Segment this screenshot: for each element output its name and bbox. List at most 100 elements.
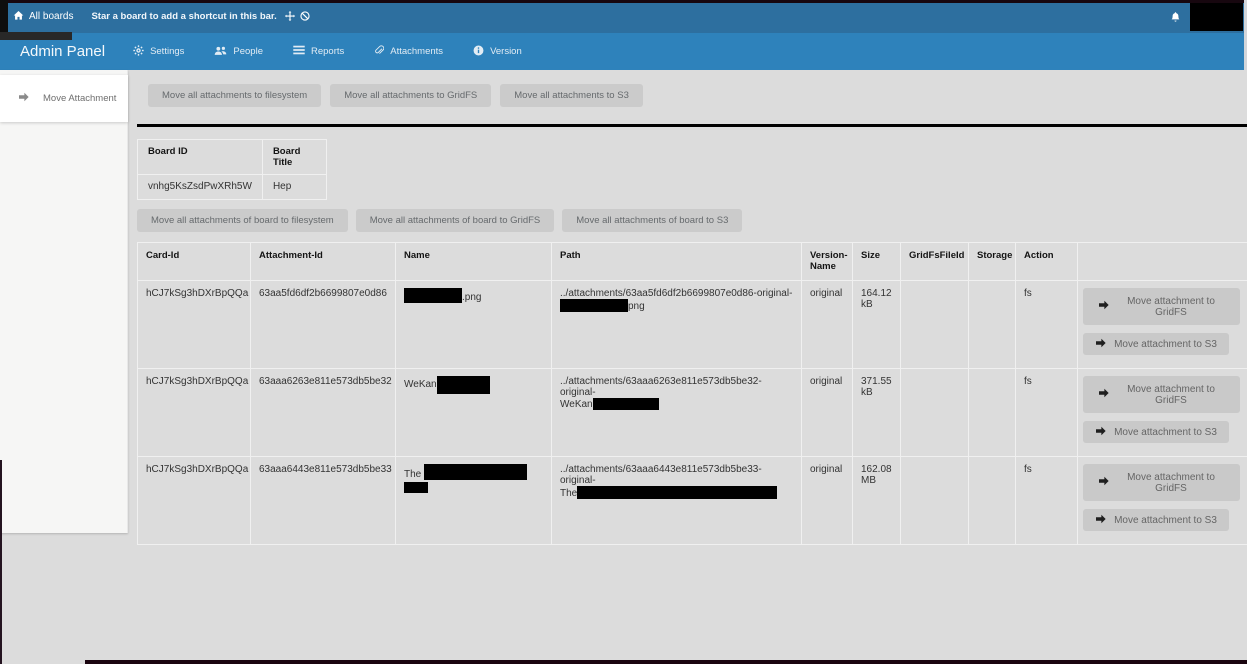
path-cell: ../attachments/63aa5fd6df2b6699807e0d86-… bbox=[551, 280, 802, 369]
nav-label: Reports bbox=[310, 46, 345, 57]
board-table-header-row: Board ID Board Title bbox=[137, 139, 327, 175]
star-board-hint: Star a board to add a shortcut in this b… bbox=[91, 11, 277, 22]
arrow-right-icon bbox=[1095, 514, 1107, 527]
move-board-to-s3-button[interactable]: Move all attachments of board to S3 bbox=[562, 209, 743, 232]
redaction-mark bbox=[0, 0, 1247, 3]
main-content: Move all attachments to filesystem Move … bbox=[128, 70, 1247, 664]
paperclip-icon bbox=[374, 44, 385, 59]
attachment-id-header: Attachment-Id bbox=[250, 242, 396, 281]
action-header: Action bbox=[1015, 242, 1078, 281]
move-attachment-to-gridfs-button[interactable]: Move attachment to GridFS bbox=[1083, 288, 1240, 325]
row-buttons-cell: Move attachment to GridFS Move attachmen… bbox=[1077, 280, 1247, 369]
card-id-cell: hCJ7kSg3hDXrBpQQa bbox=[137, 456, 251, 545]
name-header: Name bbox=[395, 242, 552, 281]
nav-item-reports[interactable]: Reports bbox=[293, 45, 344, 58]
nav-label: Attachments bbox=[390, 46, 444, 57]
move-all-to-gridfs-button[interactable]: Move all attachments to GridFS bbox=[330, 84, 492, 107]
version-name-cell: original bbox=[801, 280, 853, 369]
size-cell: 162.08 MB bbox=[852, 456, 901, 545]
arrow-right-icon bbox=[18, 92, 30, 105]
nav-item-people[interactable]: People bbox=[214, 45, 263, 59]
attachment-id-cell: 63aaa6263e811e573db5be32 bbox=[250, 368, 396, 457]
move-all-to-filesystem-button[interactable]: Move all attachments to filesystem bbox=[148, 84, 322, 107]
buttons-header bbox=[1077, 242, 1247, 281]
admin-sidebar: Move Attachment bbox=[0, 70, 128, 533]
storage-cell bbox=[968, 280, 1016, 369]
move-all-to-s3-button[interactable]: Move all attachments to S3 bbox=[500, 84, 643, 107]
gridfsfileid-cell bbox=[900, 456, 969, 545]
nav-item-version[interactable]: Version bbox=[473, 45, 522, 59]
all-boards-link[interactable]: All boards bbox=[13, 10, 73, 24]
move-attachment-to-s3-button[interactable]: Move attachment to S3 bbox=[1083, 509, 1229, 531]
table-row: hCJ7kSg3hDXrBpQQa 63aaa6443e811e573db5be… bbox=[137, 456, 1247, 545]
nav-item-attachments[interactable]: Attachments bbox=[374, 44, 444, 59]
nav-label: Settings bbox=[150, 46, 185, 57]
redacted-text bbox=[436, 376, 490, 394]
board-title-value: Hep bbox=[261, 174, 327, 200]
reports-icon bbox=[293, 45, 305, 58]
row-buttons-cell: Move attachment to GridFS Move attachmen… bbox=[1077, 368, 1247, 457]
move-board-to-filesystem-button[interactable]: Move all attachments of board to filesys… bbox=[137, 209, 348, 232]
sidebar-item-label: Move Attachment bbox=[43, 93, 117, 104]
move-attachment-to-gridfs-button[interactable]: Move attachment to GridFS bbox=[1083, 464, 1240, 501]
path-header: Path bbox=[551, 242, 802, 281]
admin-panel-bar: Admin Panel Settings People Reports Atta… bbox=[0, 33, 1247, 70]
name-cell: The bbox=[395, 456, 552, 545]
redaction-mark bbox=[85, 660, 1247, 664]
move-attachment-to-s3-button[interactable]: Move attachment to S3 bbox=[1083, 333, 1229, 355]
window-edge bbox=[1244, 0, 1247, 70]
redacted-text bbox=[592, 398, 659, 410]
storage-header: Storage bbox=[968, 242, 1016, 281]
nav-label: Version bbox=[490, 46, 522, 57]
redacted-text bbox=[424, 464, 528, 480]
redacted-text bbox=[577, 486, 778, 499]
all-boards-label: All boards bbox=[29, 11, 74, 22]
path-cell: ../attachments/63aaa6443e811e573db5be33-… bbox=[551, 456, 802, 545]
arrow-right-icon bbox=[1098, 300, 1110, 313]
size-header: Size bbox=[852, 242, 901, 281]
arrow-right-icon bbox=[1095, 338, 1107, 351]
attachment-id-cell: 63aa5fd6df2b6699807e0d86 bbox=[250, 280, 396, 369]
version-name-cell: original bbox=[801, 368, 853, 457]
board-move-buttons: Move all attachments of board to filesys… bbox=[137, 209, 1247, 232]
board-id-value: vnhg5KsZsdPwXRh5W bbox=[137, 174, 263, 200]
move-attachment-to-gridfs-button[interactable]: Move attachment to GridFS bbox=[1083, 376, 1240, 413]
board-table: Board ID Board Title vnhg5KsZsdPwXRh5W H… bbox=[137, 139, 327, 200]
storage-cell bbox=[968, 456, 1016, 545]
table-row: hCJ7kSg3hDXrBpQQa 63aa5fd6df2b6699807e0d… bbox=[137, 280, 1247, 369]
nav-item-settings[interactable]: Settings bbox=[133, 44, 185, 59]
table-row: hCJ7kSg3hDXrBpQQa 63aaa6263e811e573db5be… bbox=[137, 368, 1247, 457]
move-board-to-gridfs-button[interactable]: Move all attachments of board to GridFS bbox=[355, 209, 555, 232]
board-id-header: Board ID bbox=[137, 139, 263, 175]
divider bbox=[137, 124, 1247, 127]
attachments-header-row: Card-Id Attachment-Id Name Path Version-… bbox=[137, 242, 1247, 281]
card-id-cell: hCJ7kSg3hDXrBpQQa bbox=[137, 368, 251, 457]
ban-icon[interactable] bbox=[300, 8, 310, 26]
attachments-table: Card-Id Attachment-Id Name Path Version-… bbox=[137, 242, 1247, 545]
redaction-mark bbox=[0, 460, 2, 664]
gridfsfileid-cell bbox=[900, 280, 969, 369]
name-cell: .png bbox=[395, 280, 552, 369]
version-name-cell: original bbox=[801, 456, 853, 545]
gear-icon bbox=[133, 44, 144, 59]
gridfsfileid-header: GridFsFileId bbox=[900, 242, 969, 281]
arrow-right-icon bbox=[1098, 476, 1110, 489]
action-cell: fs bbox=[1015, 368, 1078, 457]
storage-cell bbox=[968, 368, 1016, 457]
size-cell: 164.12 kB bbox=[852, 280, 901, 369]
move-icon[interactable] bbox=[284, 8, 295, 26]
top-bar: All boards Star a board to add a shortcu… bbox=[0, 0, 1247, 33]
card-id-header: Card-Id bbox=[137, 242, 251, 281]
people-icon bbox=[214, 45, 227, 59]
page-title: Admin Panel bbox=[20, 43, 106, 60]
size-cell: 371.55 kB bbox=[852, 368, 901, 457]
move-attachment-to-s3-button[interactable]: Move attachment to S3 bbox=[1083, 421, 1229, 443]
sidebar-item-move-attachment[interactable]: Move Attachment bbox=[0, 75, 128, 122]
redacted-user-menu[interactable] bbox=[1190, 2, 1243, 31]
path-cell: ../attachments/63aaa6263e811e573db5be32-… bbox=[551, 368, 802, 457]
redacted-text bbox=[404, 482, 428, 493]
global-move-buttons: Move all attachments to filesystem Move … bbox=[148, 84, 1247, 107]
action-cell: fs bbox=[1015, 456, 1078, 545]
notifications-bell-icon[interactable] bbox=[1170, 11, 1181, 23]
row-buttons-cell: Move attachment to GridFS Move attachmen… bbox=[1077, 456, 1247, 545]
